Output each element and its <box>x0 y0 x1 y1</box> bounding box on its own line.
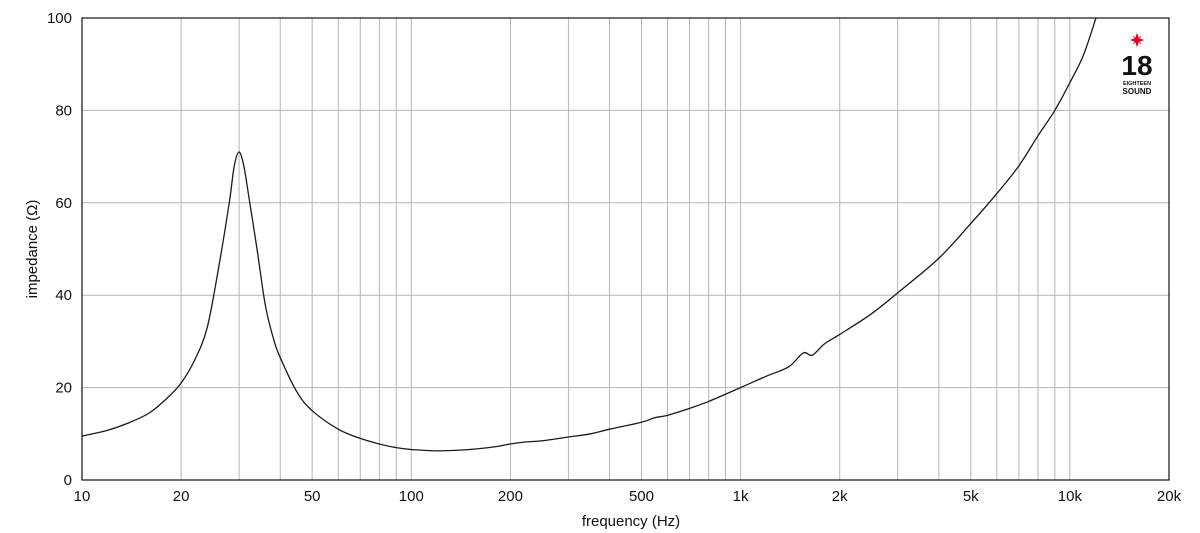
y-tick-label: 0 <box>64 472 72 489</box>
brand-logo: 18 EIGHTEEN SOUND <box>1121 32 1153 96</box>
x-axis-title: frequency (Hz) <box>582 513 680 530</box>
logo-line1: EIGHTEEN <box>1123 81 1151 87</box>
series-layer <box>82 18 1097 452</box>
y-tick-labels: 0 20 40 60 80 100 <box>47 10 72 489</box>
x-tick-label: 5k <box>963 488 979 505</box>
y-tick-label: 60 <box>55 195 72 212</box>
y-tick-label: 20 <box>55 380 72 397</box>
x-tick-label: 100 <box>399 488 424 505</box>
x-tick-label: 50 <box>304 488 321 505</box>
x-tick-labels: 10 20 50 100 200 500 1k 2k 5k 10k 20k <box>74 488 1182 505</box>
logo-line2: SOUND <box>1123 87 1152 96</box>
x-tick-label: 200 <box>498 488 523 505</box>
impedance-curve <box>82 18 1097 452</box>
x-tick-label: 20 <box>173 488 190 505</box>
grid-lines <box>82 18 1169 480</box>
star-icon <box>1129 32 1145 48</box>
x-tick-label: 20k <box>1157 488 1182 505</box>
y-tick-label: 40 <box>55 287 72 304</box>
x-tick-label: 500 <box>629 488 654 505</box>
x-tick-label: 10 <box>74 488 91 505</box>
x-tick-label: 1k <box>733 488 749 505</box>
y-tick-label: 80 <box>55 102 72 119</box>
logo-number: 18 <box>1121 50 1152 81</box>
x-tick-label: 2k <box>832 488 848 505</box>
plot-frame <box>81 17 1170 481</box>
y-tick-label: 100 <box>47 10 72 27</box>
x-tick-label: 10k <box>1058 488 1083 505</box>
y-axis-title: impedance (Ω) <box>24 200 41 299</box>
